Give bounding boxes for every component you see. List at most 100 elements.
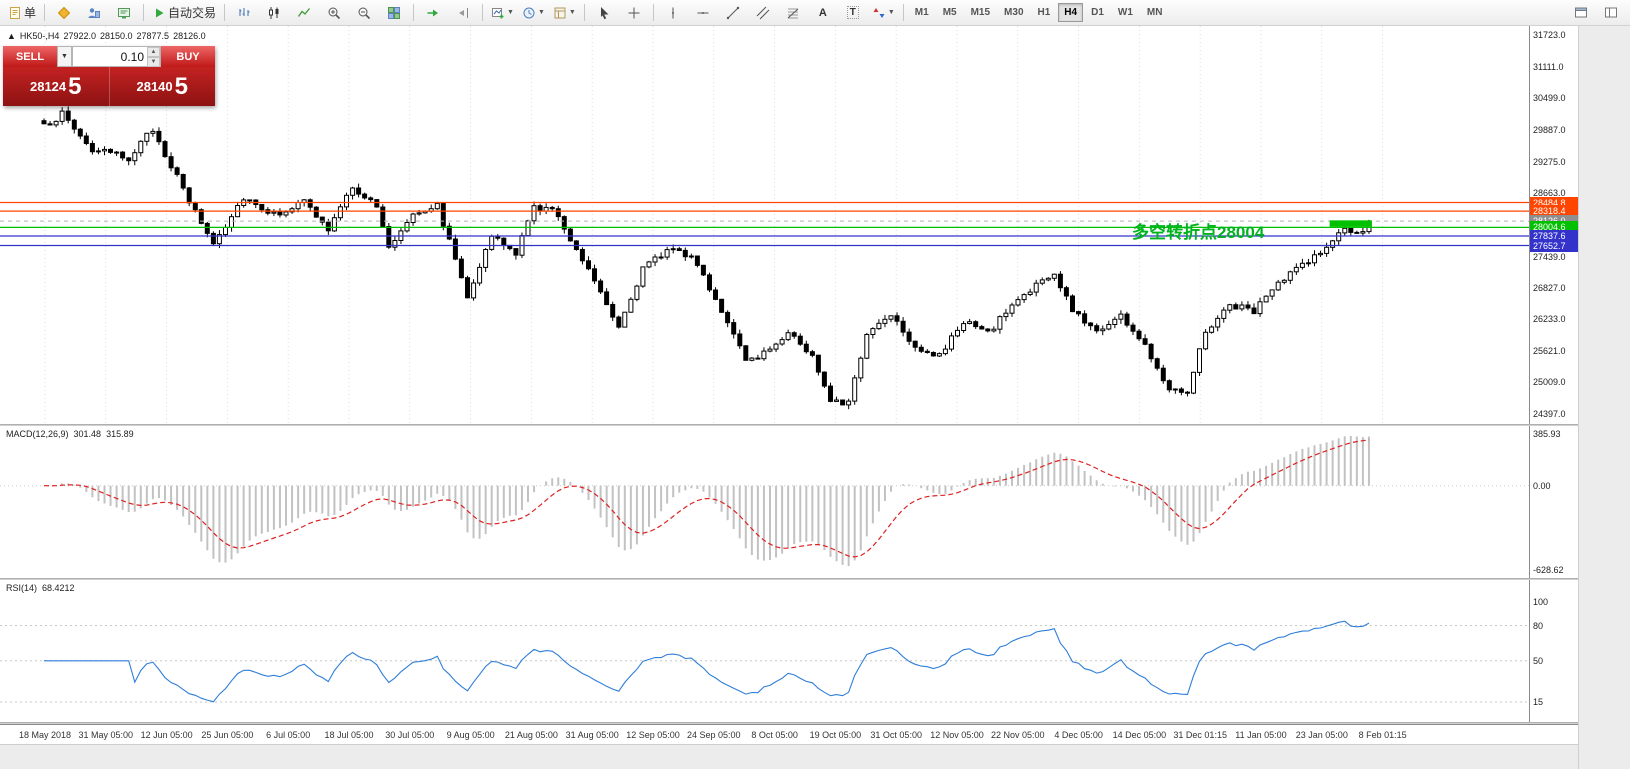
line-chart-mode-button[interactable]	[289, 2, 319, 24]
candlestick-chart-canvas[interactable]	[0, 26, 1529, 424]
macd-name: MACD(12,26,9)	[6, 429, 69, 439]
crosshair-icon	[627, 6, 641, 20]
crosshair-button[interactable]	[619, 2, 649, 24]
auto-scroll-icon	[426, 6, 440, 20]
macd-axis-label: -628.62	[1533, 565, 1564, 575]
time-axis-label: 18 Jul 05:00	[324, 730, 374, 740]
toolbar-separator	[224, 4, 226, 21]
panel-splitter[interactable]	[0, 578, 1578, 580]
sell-price-base: 28124	[29, 79, 67, 94]
volume-value[interactable]: 0.10	[120, 49, 144, 64]
volume-stepper: ▲ ▼	[147, 47, 160, 67]
timeframe-h4-button[interactable]: H4	[1058, 3, 1084, 22]
rsi-axis-label: 50	[1533, 655, 1544, 666]
autotrading-icon	[152, 6, 166, 20]
new-order-button[interactable]: 单	[4, 2, 40, 24]
channel-button[interactable]	[748, 2, 778, 24]
vertical-line-icon	[666, 6, 680, 20]
volume-increase-button[interactable]: ▲	[147, 47, 160, 57]
time-axis-label: 9 Aug 05:00	[446, 730, 495, 740]
fibonacci-button[interactable]	[778, 2, 808, 24]
chart-low-value: 27877.5	[136, 31, 170, 41]
timeframe-mn-button[interactable]: MN	[1146, 7, 1163, 18]
templates-button[interactable]: ▼	[549, 2, 580, 24]
macd-canvas[interactable]	[0, 426, 1529, 578]
panels-icon	[1604, 6, 1618, 20]
templates-icon	[553, 6, 567, 20]
auto-scroll-button[interactable]	[418, 2, 448, 24]
new-chart-button[interactable]: ▼	[487, 2, 518, 24]
time-axis-label: 31 Oct 05:00	[870, 730, 922, 740]
panel-splitter[interactable]	[0, 722, 1578, 724]
market-watch-button[interactable]	[49, 2, 79, 24]
macd-axis-label: 385.93	[1533, 429, 1561, 439]
cursor-button[interactable]	[589, 2, 619, 24]
sell-price[interactable]: 28124 5	[3, 67, 110, 106]
timeframe-w1-button[interactable]: W1	[1117, 7, 1133, 18]
buy-price[interactable]: 28140 5	[110, 67, 216, 106]
toolbar-separator	[583, 4, 585, 21]
buy-button[interactable]: BUY	[161, 46, 215, 67]
macd-axis: 385.93 0.00 -628.62	[1529, 426, 1578, 578]
volume-decrease-button[interactable]: ▼	[147, 57, 160, 67]
time-axis-label: 12 Nov 05:00	[930, 730, 984, 740]
price-level-label: 27652.7	[1530, 239, 1578, 252]
terminal-button[interactable]	[109, 2, 139, 24]
window-layout-button[interactable]	[1596, 2, 1626, 24]
periods-button[interactable]: ▼	[518, 2, 549, 24]
fibonacci-icon	[786, 6, 800, 20]
chart-shift-button[interactable]	[448, 2, 478, 24]
chevron-down-icon: ▼	[537, 9, 545, 16]
candlestick-mode-button[interactable]	[259, 2, 289, 24]
buy-price-big-digit: 5	[174, 72, 188, 100]
time-axis-label: 12 Jun 05:00	[140, 730, 193, 740]
autotrading-button[interactable]: 自动交易	[148, 2, 220, 24]
price-chart-panel[interactable]: ▲ HK50-,H4 27922.0 28150.0 27877.5 28126.0 SE…	[0, 26, 1529, 424]
trendline-button[interactable]	[718, 2, 748, 24]
zoom-out-button[interactable]	[349, 2, 379, 24]
text-button[interactable]: A	[808, 2, 838, 24]
price-axis-label: 29887.0	[1533, 125, 1566, 136]
rsi-canvas[interactable]	[0, 580, 1529, 722]
macd-panel[interactable]: MACD(12,26,9) 301.48 315.89	[0, 426, 1529, 578]
timeframe-h1-button[interactable]: H1	[1037, 7, 1051, 18]
zoom-in-button[interactable]	[319, 2, 349, 24]
rsi-panel[interactable]: RSI(14) 68.4212	[0, 580, 1529, 722]
text-label-button[interactable]: T	[838, 2, 868, 24]
text-label-icon: T	[846, 6, 859, 19]
timeframe-m15-button[interactable]: M15	[970, 7, 991, 18]
sell-price-big-digit: 5	[68, 72, 82, 100]
price-axis-label: 26233.0	[1533, 313, 1566, 324]
vertical-line-button[interactable]	[658, 2, 688, 24]
time-axis-label: 11 Jan 05:00	[1235, 730, 1287, 740]
horizontal-line-button[interactable]	[688, 2, 718, 24]
rsi-axis-label: 15	[1533, 696, 1544, 707]
macd-value-2: 315.89	[106, 429, 134, 439]
status-bar	[0, 744, 1578, 769]
timeframe-d1-button[interactable]: D1	[1091, 7, 1104, 18]
volume-field[interactable]: 0.10 ▲ ▼	[72, 46, 161, 67]
bar-chart-icon	[237, 6, 251, 20]
horizontal-line-icon	[696, 6, 710, 20]
navigator-button[interactable]	[79, 2, 109, 24]
bar-chart-mode-button[interactable]	[229, 2, 259, 24]
zoom-out-icon	[357, 6, 371, 20]
data-window-button[interactable]	[1566, 2, 1596, 24]
tile-windows-icon	[387, 6, 401, 20]
arrows-button[interactable]: ▼	[868, 2, 899, 24]
channel-icon	[756, 6, 770, 20]
zoom-in-icon	[327, 6, 341, 20]
trendline-icon	[726, 6, 740, 20]
timeframe-m5-button[interactable]: M5	[942, 7, 957, 18]
panel-splitter[interactable]	[0, 424, 1578, 426]
timeframe-m30-button[interactable]: M30	[1004, 7, 1024, 18]
sell-button[interactable]: SELL	[3, 46, 57, 67]
tile-windows-button[interactable]	[379, 2, 409, 24]
volume-preset-dropdown[interactable]: ▼	[57, 46, 72, 67]
price-axis-label: 25009.0	[1533, 377, 1566, 388]
chevron-down-icon: ▼	[887, 9, 895, 16]
time-axis-label: 8 Oct 05:00	[751, 730, 798, 740]
timeframe-m1-button[interactable]: M1	[914, 7, 929, 18]
price-axis-label: 28663.0	[1533, 188, 1566, 199]
time-axis-label: 18 May 2018	[18, 730, 72, 740]
